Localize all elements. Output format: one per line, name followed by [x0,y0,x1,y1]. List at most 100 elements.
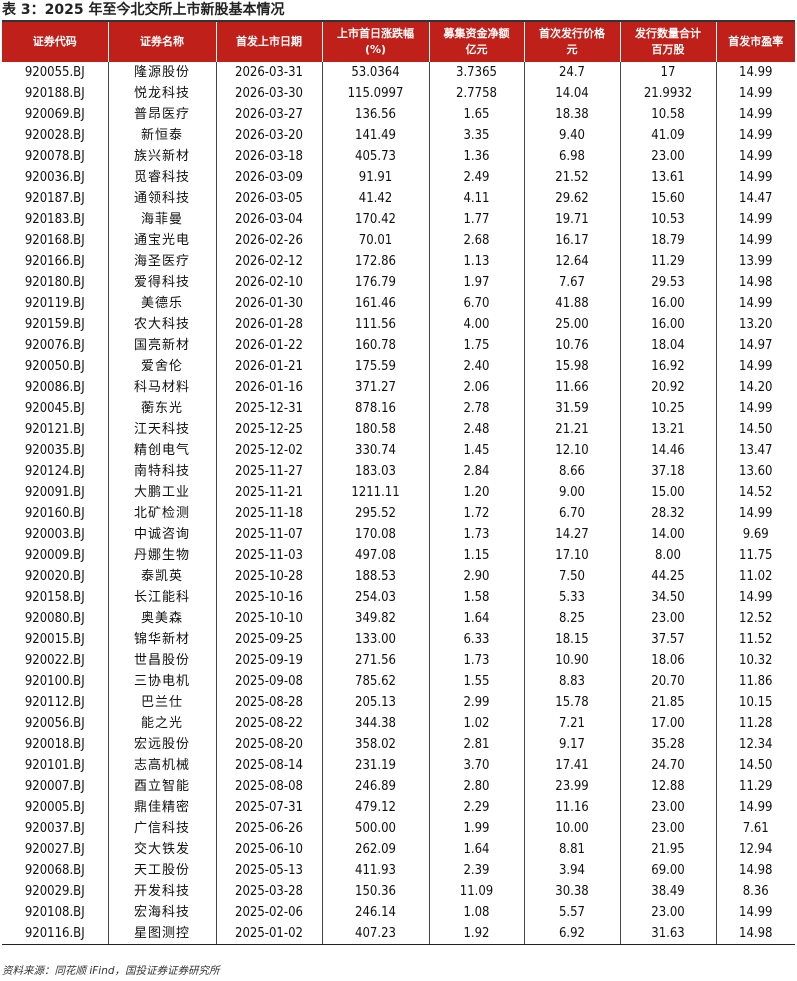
column-header: 首发市盈率 [715,22,795,62]
table-cell: 5.57 [523,902,620,923]
table-cell: 海圣医疗 [107,251,216,272]
table-cell: 15.60 [619,188,716,209]
table-cell: 18.06 [619,650,716,671]
table-body: 920055.BJ 隆源股份 2026-03-31 53.0364 3.7365 24.7… [2,62,795,945]
table-row: 920027.BJ 交大铁发 2025-06-10 262.09 1.64 8.81 21.… [2,839,795,860]
table-cell: 泰凯英 [107,566,216,587]
table-cell: 18.04 [619,335,716,356]
table-cell: 349.82 [321,608,429,629]
table-cell: 2025-05-13 [215,860,322,881]
table-cell: 14.99 [715,587,795,608]
table-cell: 31.59 [523,398,620,419]
table-cell: 1.73 [428,524,524,545]
table-cell: 16.00 [619,293,716,314]
table-cell: 7.61 [715,818,795,839]
table-cell: 34.50 [619,587,716,608]
table-cell: 2025-08-28 [215,692,322,713]
table-cell: 21.52 [523,167,620,188]
table-cell: 锦华新材 [107,629,216,650]
table-cell: 11.29 [619,251,716,272]
table-cell: 4.00 [428,314,524,335]
table-cell: 1211.11 [321,482,429,503]
table-cell: 920168.BJ [24,233,85,248]
table-title: 表 3：2025 年至今北交所上市新股基本情况 [2,2,285,18]
table-cell: 2026-02-12 [215,251,322,272]
table-cell: 14.50 [715,419,795,440]
table-row: 920159.BJ 农大科技 2026-01-28 111.56 4.00 25.00 16… [2,314,795,335]
table-row: 920035.BJ 精创电气 2025-12-02 330.74 1.45 12.10 14… [2,440,795,461]
table-cell: 175.59 [321,356,429,377]
table-cell: 2025-11-07 [215,524,322,545]
table-cell: 1.02 [428,713,524,734]
table-cell: 10.58 [619,104,716,125]
table-cell: 172.86 [321,251,429,272]
table-cell: 1.92 [428,923,524,945]
table-row: 920160.BJ 北矿检测 2025-11-18 295.52 1.72 6.70 28.… [2,503,795,524]
table-cell: 三协电机 [107,671,216,692]
table-cell: 奥美森 [107,608,216,629]
table-cell: 920187.BJ [24,191,85,206]
table-cell: 407.23 [321,923,429,945]
table-row: 920108.BJ 宏海科技 2025-02-06 246.14 1.08 5.57 23.… [2,902,795,923]
table-cell: 14.99 [715,209,795,230]
table-cell: 3.70 [428,755,524,776]
table-cell: 344.38 [321,713,429,734]
table-cell: 18.15 [523,629,620,650]
table-cell: 9.40 [523,125,620,146]
table-cell: 12.64 [523,251,620,272]
table-cell: 17.41 [523,755,620,776]
table-cell: 920020.BJ [24,569,85,584]
table-cell: 酉立智能 [107,776,216,797]
table-cell: 7.21 [523,713,620,734]
table-cell: 29.62 [523,188,620,209]
table-cell: 180.58 [321,419,429,440]
table-cell: 1.20 [428,482,524,503]
table-cell: 14.99 [715,62,795,83]
source-note: 资料来源：同花顺 iFind，国投证券证券研究所 [2,965,220,977]
table-cell: 14.99 [715,167,795,188]
table-cell: 1.45 [428,440,524,461]
table-cell: 2025-07-31 [215,797,322,818]
table-cell: 41.42 [321,188,429,209]
table-cell: 878.16 [321,398,429,419]
table-row: 920005.BJ 鼎佳精密 2025-07-31 479.12 2.29 11.16 23… [2,797,795,818]
table-cell: 鼎佳精密 [107,797,216,818]
table-cell: 23.00 [619,818,716,839]
table-cell: 920078.BJ [24,149,85,164]
table-cell: 17.00 [619,713,716,734]
table-cell: 农大科技 [107,314,216,335]
table-cell: 11.09 [428,881,524,902]
table-cell: 12.88 [619,776,716,797]
table-cell: 1.99 [428,818,524,839]
table-row: 920003.BJ 中诚咨询 2025-11-07 170.08 1.73 14.27 14… [2,524,795,545]
table-cell: 南特科技 [107,461,216,482]
column-header: 首次发行价格 元 [523,22,620,62]
table-cell: 21.95 [619,839,716,860]
table-cell: 10.90 [523,650,620,671]
table-cell: 136.56 [321,104,429,125]
table-cell: 133.00 [321,629,429,650]
table-cell: 2025-11-03 [215,545,322,566]
table-cell: 14.20 [715,377,795,398]
table-cell: 1.97 [428,272,524,293]
table-cell: 广信科技 [107,818,216,839]
table-cell: 1.64 [428,608,524,629]
table-cell: 14.99 [715,146,795,167]
table-cell: 920091.BJ [24,485,85,500]
table-row: 920007.BJ 酉立智能 2025-08-08 246.89 2.80 23.99 12… [2,776,795,797]
table-row: 920121.BJ 江天科技 2025-12-25 180.58 2.48 21.21 13… [2,419,795,440]
table-row: 920119.BJ 美德乐 2026-01-30 161.46 6.70 41.88 16.… [2,293,795,314]
table-cell: 爱得科技 [107,272,216,293]
table-cell: 37.57 [619,629,716,650]
table-cell: 183.03 [321,461,429,482]
table-cell: 2.40 [428,356,524,377]
table-cell: 14.98 [715,860,795,881]
table-cell: 920080.BJ [24,611,85,626]
table-cell: 蘅东光 [107,398,216,419]
table-cell: 2.68 [428,230,524,251]
table-cell: 14.98 [715,272,795,293]
table-cell: 16.17 [523,230,620,251]
table-cell: 天工股份 [107,860,216,881]
table-cell: 20.92 [619,377,716,398]
table-cell: 23.00 [619,146,716,167]
